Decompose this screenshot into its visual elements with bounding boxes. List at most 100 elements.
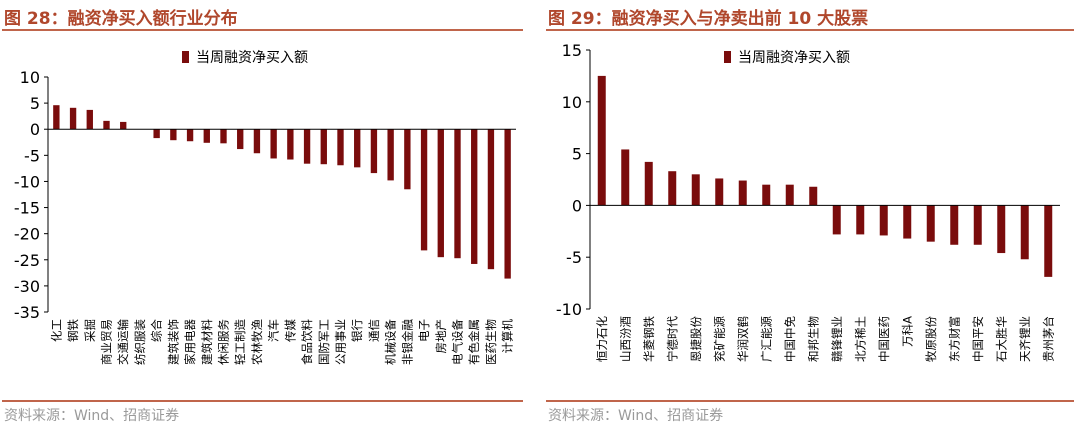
right-category-label: 宁德时代 bbox=[665, 316, 679, 362]
right-y-tick-label: -10 bbox=[556, 300, 582, 319]
left-bar bbox=[237, 129, 244, 150]
left-bar bbox=[153, 129, 160, 139]
left-bar bbox=[320, 129, 327, 165]
right-category-label: 兖矿能源 bbox=[712, 316, 726, 362]
left-bar bbox=[387, 129, 394, 181]
right-bar bbox=[762, 184, 771, 206]
right-bar bbox=[1044, 205, 1053, 277]
left-bar bbox=[404, 129, 411, 190]
right-category-label: 贵州茅台 bbox=[1041, 316, 1055, 362]
left-category-label: 家用电器 bbox=[183, 319, 197, 365]
right-bar bbox=[997, 205, 1006, 254]
right-y-tick-label: -5 bbox=[566, 248, 582, 267]
left-bar bbox=[354, 129, 361, 168]
left-y-tick-label: -15 bbox=[14, 199, 40, 218]
right-bar bbox=[668, 171, 677, 206]
left-bar bbox=[487, 129, 495, 270]
right-category-label: 石大胜华 bbox=[994, 316, 1008, 362]
right-y-tick-label: 15 bbox=[562, 41, 582, 60]
right-bar bbox=[715, 178, 724, 206]
left-bar bbox=[287, 129, 294, 160]
left-chart: 当周融资净买入额 10 5 0 -5 -10 -15 -20 -25 -30 -35 化工 钢铁 采掘 商业… bbox=[14, 50, 516, 365]
left-bar bbox=[504, 129, 511, 279]
right-category-label: 牧原股份 bbox=[924, 316, 938, 362]
left-category-label: 纺织服装 bbox=[133, 319, 147, 365]
right-y-tick-label: 5 bbox=[572, 145, 582, 164]
right-bar bbox=[691, 174, 700, 206]
right-legend-swatch bbox=[724, 51, 731, 63]
left-bar bbox=[53, 105, 60, 130]
left-bar bbox=[120, 121, 127, 130]
right-bar bbox=[597, 75, 606, 206]
left-category-label: 钢铁 bbox=[66, 319, 80, 342]
left-bar bbox=[370, 129, 378, 174]
right-bar bbox=[856, 205, 865, 235]
right-category-label: 中国医药 bbox=[877, 316, 891, 362]
right-bar bbox=[879, 205, 888, 236]
left-y-tick-label: -30 bbox=[14, 277, 40, 296]
left-bar bbox=[103, 120, 110, 130]
left-title-rule bbox=[2, 29, 523, 31]
right-category-label: 中国平安 bbox=[971, 316, 985, 362]
left-bar bbox=[437, 129, 444, 258]
right-bar bbox=[926, 205, 935, 242]
left-bar bbox=[337, 129, 344, 166]
right-bar bbox=[1020, 205, 1029, 260]
left-category-label: 轻工制造 bbox=[233, 319, 247, 365]
left-category-label: 房地产 bbox=[434, 319, 448, 354]
left-category-label: 建筑材料 bbox=[200, 319, 214, 365]
left-bar bbox=[253, 129, 261, 154]
left-category-label: 农林牧渔 bbox=[250, 319, 264, 365]
left-category-label: 汽车 bbox=[267, 319, 281, 342]
left-bar bbox=[203, 129, 210, 143]
left-category-label: 公用事业 bbox=[334, 319, 348, 365]
right-category-label: 恩捷股份 bbox=[689, 316, 703, 362]
left-category-label: 非银金融 bbox=[400, 319, 414, 365]
left-category-label: 电子 bbox=[417, 319, 431, 342]
left-y-tick-label: 10 bbox=[20, 68, 40, 87]
left-bar bbox=[186, 129, 194, 142]
right-bar bbox=[950, 205, 959, 245]
right-category-label: 北方稀土 bbox=[853, 316, 867, 362]
left-category-label: 国防军工 bbox=[317, 319, 331, 365]
right-bar bbox=[785, 184, 794, 206]
left-bar bbox=[170, 129, 177, 141]
right-bar bbox=[738, 180, 747, 206]
right-source-rule bbox=[546, 400, 1074, 402]
right-category-label: 华润双鹤 bbox=[736, 316, 750, 362]
left-y-tick-label: -10 bbox=[14, 172, 40, 191]
right-source-note: 资料来源：Wind、招商证券 bbox=[548, 408, 724, 424]
left-source-note: 资料来源：Wind、招商证券 bbox=[4, 408, 180, 424]
right-bar bbox=[903, 205, 912, 239]
left-bar bbox=[303, 129, 311, 164]
left-category-label: 电气设备 bbox=[451, 319, 465, 365]
right-bar bbox=[832, 205, 841, 235]
right-y-tick-label: 0 bbox=[572, 196, 582, 215]
left-bar bbox=[471, 129, 478, 264]
right-category-label: 东方财富 bbox=[947, 316, 961, 362]
right-chart: 当周融资净买入额 15 10 5 0 -5 -10 恒力石化 山西汾酒 华菱钢铁 宁德时代 恩捷股份兖… bbox=[556, 41, 1060, 362]
left-category-label: 银行 bbox=[350, 319, 364, 342]
left-category-label: 机械设备 bbox=[384, 319, 398, 365]
left-category-label: 化工 bbox=[49, 319, 63, 342]
left-bar bbox=[69, 107, 77, 130]
left-category-label: 传媒 bbox=[283, 319, 297, 342]
right-bar bbox=[809, 186, 818, 206]
right-category-label: 赣锋锂业 bbox=[830, 316, 844, 362]
left-legend-swatch bbox=[182, 51, 189, 63]
right-y-tick-label: 10 bbox=[562, 93, 582, 112]
left-bar bbox=[220, 129, 227, 144]
left-y-tick-label: -20 bbox=[14, 225, 40, 244]
right-bar bbox=[644, 161, 653, 206]
left-category-label: 医药生物 bbox=[484, 319, 498, 365]
right-category-label: 天齐锂业 bbox=[1018, 316, 1032, 362]
left-y-tick-label: 0 bbox=[30, 120, 40, 139]
left-y-tick-label: 5 bbox=[30, 94, 40, 113]
left-category-label: 商业贸易 bbox=[100, 319, 114, 365]
left-category-label: 交通运输 bbox=[116, 319, 130, 365]
right-category-label: 华菱钢铁 bbox=[642, 316, 656, 362]
left-category-label: 有色金属 bbox=[467, 319, 481, 365]
left-category-label: 综合 bbox=[150, 319, 164, 342]
left-category-label: 计算机 bbox=[501, 319, 515, 354]
left-category-label: 休闲服务 bbox=[217, 319, 231, 365]
